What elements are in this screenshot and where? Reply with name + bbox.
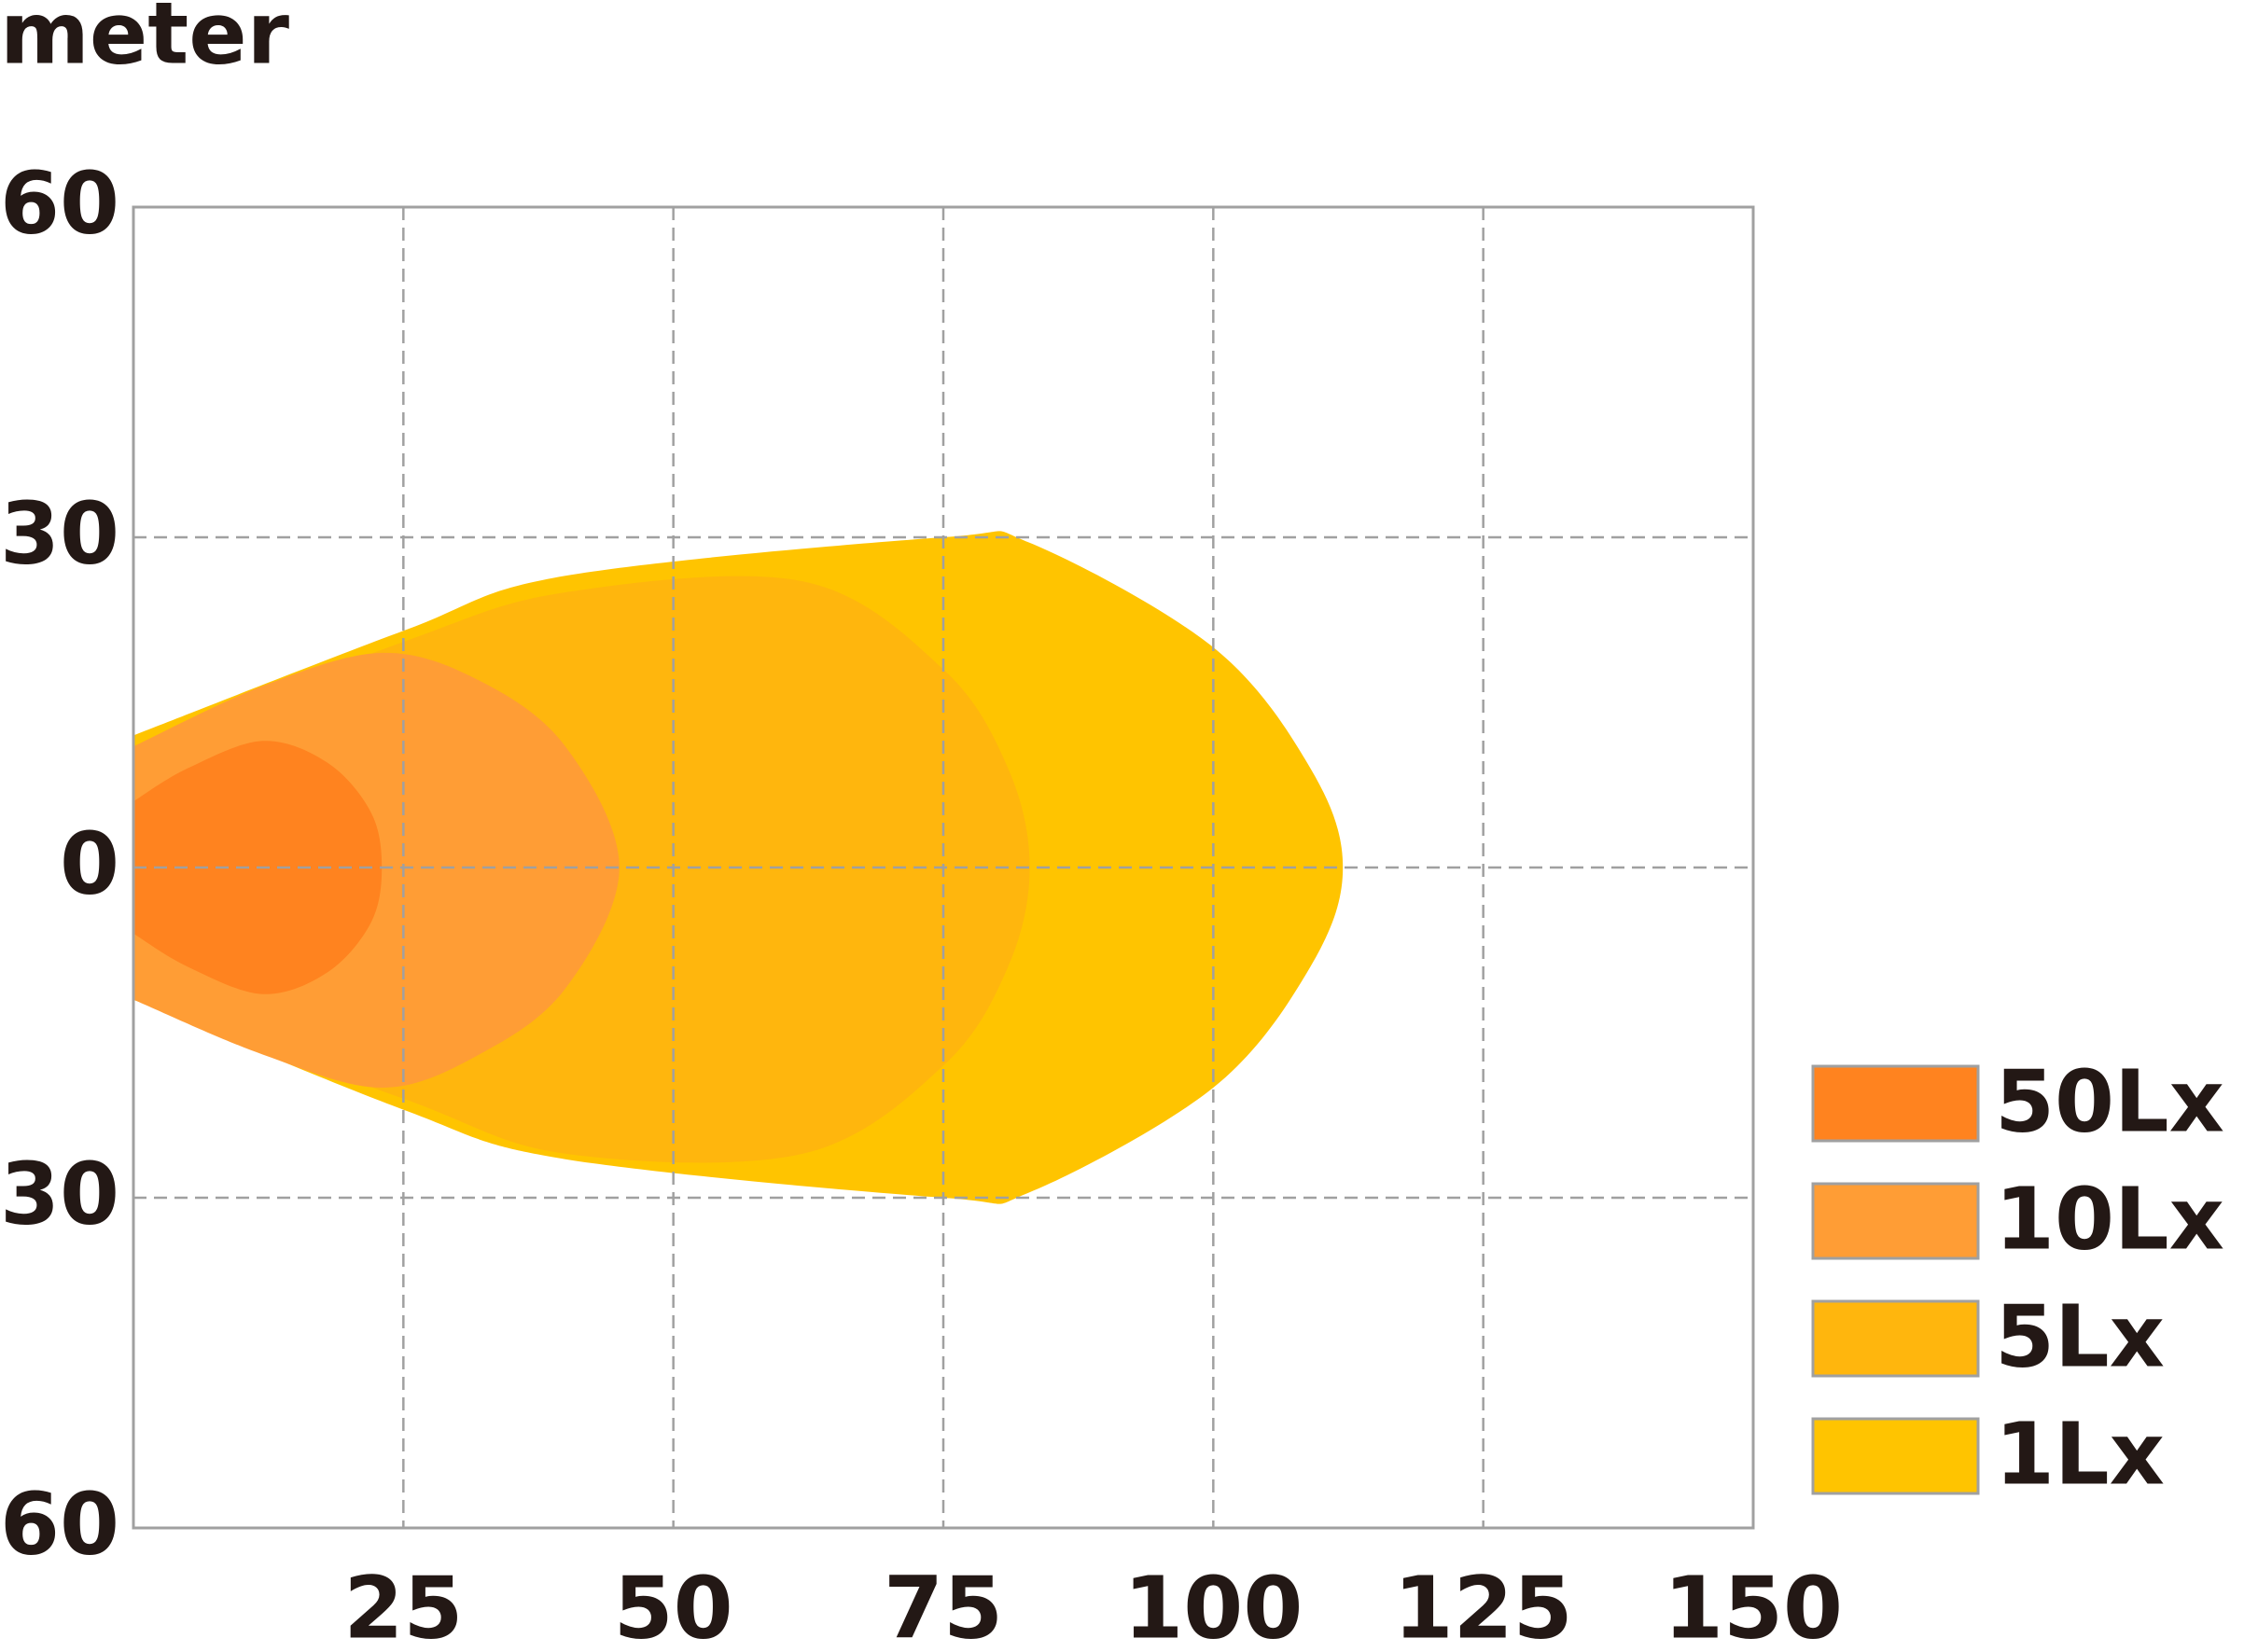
x-tick-label: 50 <box>614 1558 733 1652</box>
legend-swatch <box>1811 1182 1980 1260</box>
legend-swatch <box>1811 1417 1980 1495</box>
y-tick-label: 60 <box>0 153 119 253</box>
y-tick-label: 0 <box>60 813 119 913</box>
y-tick-label: 30 <box>0 1144 119 1243</box>
legend-label: 5Lx <box>1995 1286 2165 1386</box>
x-tick-label: 150 <box>1664 1558 1843 1652</box>
y-axis-label: meter <box>0 0 290 83</box>
x-tick-label: 25 <box>343 1558 463 1652</box>
legend-label: 1Lx <box>1995 1404 2165 1504</box>
legend-swatch <box>1811 1299 1980 1378</box>
x-tick-label: 75 <box>884 1558 1003 1652</box>
legend-label: 50Lx <box>1995 1051 2224 1151</box>
legend-swatch <box>1811 1064 1980 1143</box>
legend-label: 10Lx <box>1995 1169 2224 1269</box>
y-tick-label: 60 <box>0 1474 119 1574</box>
x-tick-label: 100 <box>1123 1558 1303 1652</box>
x-tick-label: 125 <box>1394 1558 1573 1652</box>
plot-frame <box>132 205 1755 1530</box>
y-tick-label: 30 <box>0 483 119 583</box>
